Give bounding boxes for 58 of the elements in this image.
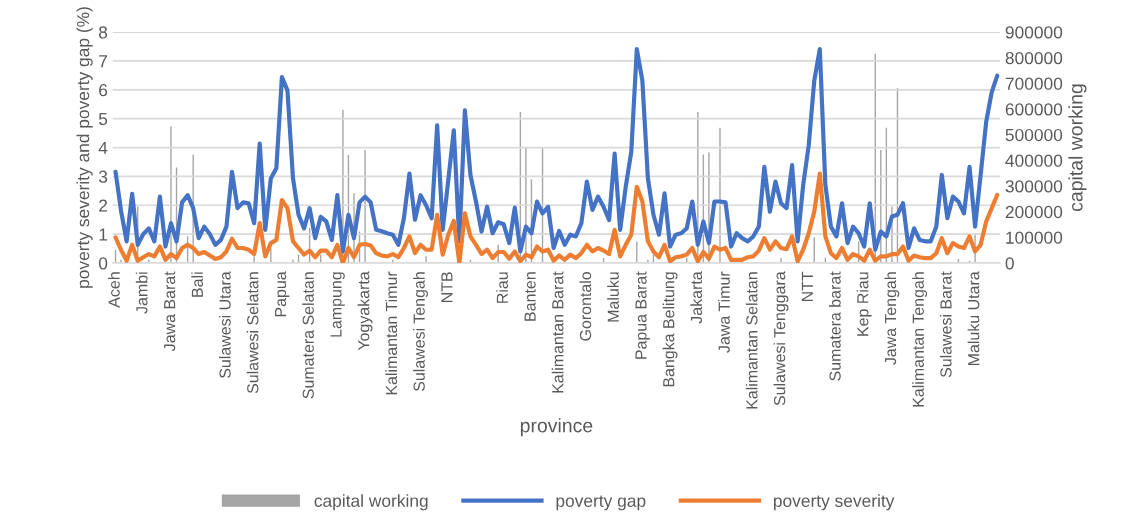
y-tick-label: 5 <box>98 113 108 126</box>
x-tick-label: Maluku Utara <box>967 271 980 365</box>
x-tick-label: Kep Riau <box>856 272 872 336</box>
x-tick-label: Sumatera barat <box>829 271 841 381</box>
x-tick-label: Jambi <box>135 272 148 314</box>
y2-tick-label: 600000 <box>1005 103 1063 116</box>
y-tick-label: 4 <box>98 141 108 154</box>
x-tick-label: Bangka Belitung <box>662 272 678 387</box>
x-tick-label: Yogyakarta <box>357 271 373 351</box>
x-tick-label: Sulawesi Tenggara <box>773 271 789 406</box>
x-tick-label: Kalimantan Tengah <box>912 272 928 407</box>
y-axis-title: poverty severity and poverty gap (%) <box>76 7 93 288</box>
x-tick-label: Maluku <box>607 272 619 322</box>
legend-label: poverty gap <box>556 495 646 511</box>
y2-tick-label: 300000 <box>1005 180 1063 193</box>
x-tick-label: Jawa Tengah <box>884 272 900 365</box>
x-tick-label: Sulawesi Tengah <box>413 272 428 392</box>
y-tick-label: 6 <box>99 83 108 97</box>
x-tick-label: Jawa Timur <box>718 271 730 353</box>
x-tick-label: Sulawesi Utara <box>219 271 231 379</box>
x-tick-label: Jawa Barat <box>164 271 176 351</box>
x-tick-label: Riau <box>496 272 509 303</box>
y2-tick-label: 400000 <box>1005 154 1063 167</box>
x-tick-label: Sulawesi Selatan <box>246 272 259 394</box>
x-tick-label: Sulawesi Barat <box>939 271 952 378</box>
y-tick-label: 1 <box>99 228 108 241</box>
y-tick-label: 0 <box>98 257 108 270</box>
line-series <box>113 171 1000 263</box>
x-tick-label: Kalimantan Barat <box>551 271 564 393</box>
y-tick-label: 8 <box>99 26 108 39</box>
x-tick-label: Gorontalo <box>579 272 592 341</box>
x-tick-label: Sumatera Selatan <box>302 272 314 399</box>
x-tick-label: Banten <box>524 272 536 321</box>
x-tick-label: NTB <box>441 272 453 302</box>
x-tick-label: Lampung <box>330 272 345 337</box>
legend-label: capital working <box>314 494 428 511</box>
x-tick-label: Aceh <box>108 272 120 308</box>
x-tick-label: Bali <box>191 272 203 297</box>
y2-tick-label: 800000 <box>1005 51 1063 65</box>
line-series <box>113 47 1000 254</box>
y2-tick-label: 200000 <box>1005 205 1063 219</box>
x-tick-label: Jakarta <box>690 271 703 324</box>
y2-tick-label: 0 <box>1005 257 1014 270</box>
legend-label: poverty severity <box>773 494 895 511</box>
y-tick-label: 3 <box>98 170 108 183</box>
y2-axis-title: capital working <box>1068 84 1087 212</box>
x-tick-label: Kalimantan Selatan <box>745 272 758 409</box>
x-tick-label: Kalimantan Timur <box>385 271 398 395</box>
y-tick-label: 7 <box>99 55 108 68</box>
y-tick-label: 2 <box>99 199 108 212</box>
y2-tick-label: 700000 <box>1005 77 1063 90</box>
y2-tick-label: 500000 <box>1005 128 1063 142</box>
x-axis-title: province <box>520 418 593 437</box>
y2-tick-label: 900000 <box>1005 26 1063 39</box>
x-tick-label: Papua <box>275 271 290 317</box>
x-tick-label: NTT <box>801 271 813 302</box>
y2-tick-label: 100000 <box>1006 231 1063 244</box>
x-tick-label: Papua Barat <box>635 271 650 359</box>
